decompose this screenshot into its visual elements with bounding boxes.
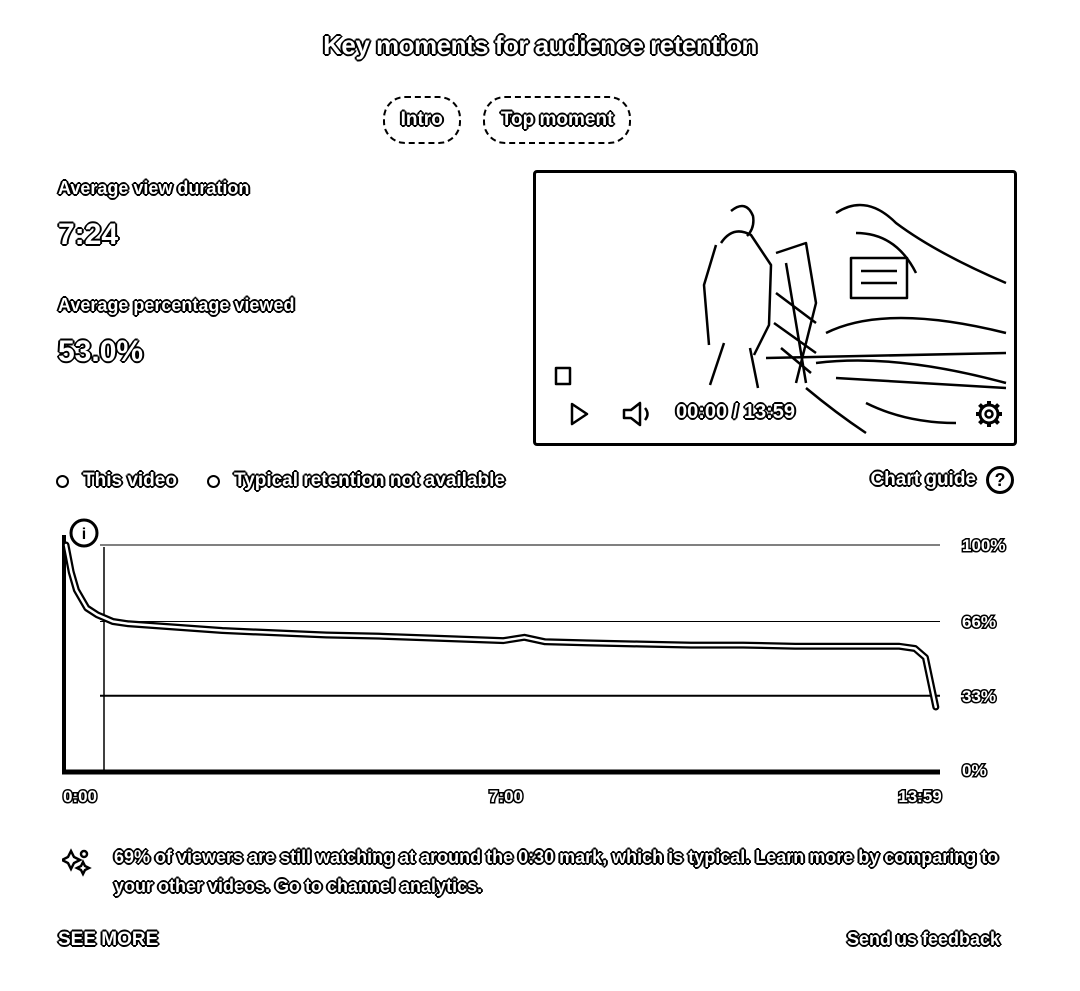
avg-view-duration-label: Average view duration [58,178,250,198]
x-tick-label: 0:00 [63,787,97,806]
tab-intro[interactable]: Intro [382,96,461,144]
tab-top-moment[interactable]: Top moment [482,96,632,144]
x-tick-label: 7:00 [489,787,523,806]
video-player[interactable]: 00:00 / 13:59 [533,170,1017,446]
retention-line [64,543,938,709]
avg-view-duration-value: 7:24 [58,218,119,251]
avg-percentage-viewed-value: 53.0% [58,335,144,368]
key-moment-marker-label: i [82,526,86,543]
legend-typical: Typical retention not available [233,470,505,491]
y-tick-label: 33% [962,687,996,706]
insight-text: 69% of viewers are still watching at aro… [114,847,999,896]
sparkle-icon [62,848,92,877]
settings-gear-icon[interactable] [973,398,1005,430]
chart-guide-label: Chart guide [870,469,976,490]
video-frame [554,203,1007,435]
y-tick-label: 0% [962,761,987,780]
see-more-button[interactable]: SEE MORE [58,929,159,950]
volume-icon[interactable] [620,399,656,429]
retention-chart[interactable]: 100% 66% 33% 0% 0:00 7:00 13:59 i [0,515,1080,815]
chart-legend: This video Typical retention not availab… [56,470,505,492]
avg-percentage-viewed-label: Average percentage viewed [58,295,295,315]
legend-this-video: This video [83,470,177,491]
play-icon[interactable] [564,399,594,429]
send-feedback-link[interactable]: Send us feedback [846,929,1000,949]
legend-dot-this-video [56,474,69,488]
help-icon: ? [986,466,1014,494]
chart-guide-button[interactable]: Chart guide ? [870,466,1014,494]
legend-dot-typical [206,474,220,488]
x-tick-label: 13:59 [898,787,941,806]
page-title: Key moments for audience retention [323,30,757,60]
moment-tabs: Intro Top moment [0,96,1080,144]
key-moment-marker [69,518,99,548]
y-tick-label: 100% [962,536,1005,555]
playback-time: 00:00 / 13:59 [676,401,795,423]
retention-line-outline [62,541,940,711]
y-tick-label: 66% [962,613,996,632]
